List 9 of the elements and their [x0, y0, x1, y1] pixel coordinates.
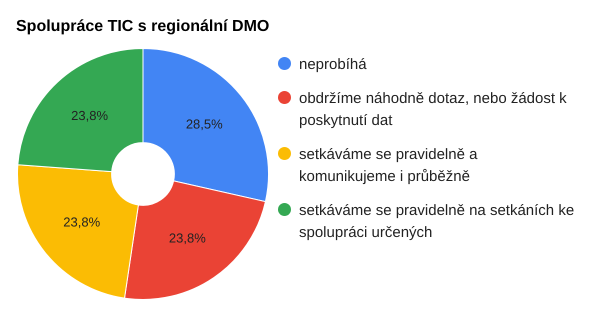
legend-label: setkáváme se pravidelně a komunikujeme i průběžně — [299, 145, 478, 187]
legend-label: neprobíhá — [299, 55, 367, 75]
data-label: 23,8% — [71, 108, 108, 124]
chart-title: Spolupráce TIC s regionální DMO — [15, 17, 270, 36]
legend-label: setkáváme se pravidelně na setkáních ke spolupráci určených — [299, 201, 576, 243]
legend-label: obdržíme náhodně dotaz, nebo žádost k poskytnutí dat — [299, 89, 568, 131]
data-label: 23,8% — [168, 230, 206, 246]
data-label: 28,5% — [186, 116, 224, 132]
data-label: 23,8% — [63, 214, 101, 230]
